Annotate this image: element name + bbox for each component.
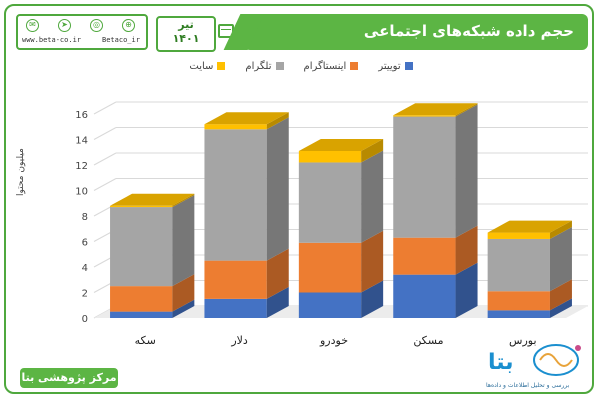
infographic-frame: ✉ ➤ ◎ ⊕ www.beta-co.ir Betaco_ir تیر ۱۴۰… <box>4 4 594 394</box>
social-links-box: ✉ ➤ ◎ ⊕ www.beta-co.ir Betaco_ir <box>16 14 148 50</box>
legend-swatch <box>404 62 413 70</box>
y-tick-label: 0 <box>82 314 88 325</box>
bar-segment <box>204 129 267 261</box>
category-label: سکه <box>135 334 156 347</box>
bar-segment <box>298 292 362 318</box>
bar-segment <box>487 232 550 239</box>
bar-segment <box>110 311 173 318</box>
y-tick-label: 8 <box>82 212 88 223</box>
chart-title: حجم داده شبکه‌های اجتماعی <box>363 22 574 40</box>
logo-subtitle: بررسی و تحلیل اطلاعات و داده‌ها <box>486 382 570 389</box>
bar-segment-side <box>361 230 384 293</box>
bar-segment-side <box>361 280 384 318</box>
chart-plot: 0 2 4 6 8 10 12 14 16 سکه دلار خودرو مسکن بورس <box>75 101 588 347</box>
bar-segment-side <box>549 298 572 318</box>
gridline-diag <box>93 152 117 166</box>
bar-segment <box>487 238 550 292</box>
bar-segment-side <box>266 248 289 299</box>
bar-segment-side <box>172 195 195 287</box>
website-text[interactable]: www.beta-co.ir <box>22 36 82 44</box>
legend-item: تلگرام <box>245 61 284 72</box>
footer-label: مرکز پژوهشی بتا <box>20 368 118 388</box>
bar-top <box>298 138 384 151</box>
legend-swatch <box>217 62 226 70</box>
bar-segment <box>110 207 173 287</box>
bar-segment-side <box>455 103 478 117</box>
bar-segment-side <box>172 193 195 208</box>
bar-segment <box>393 274 456 318</box>
date-box: تیر ۱۴۰۱ <box>156 16 216 52</box>
bar-segment-side <box>455 104 478 238</box>
y-tick-label: 10 <box>75 187 88 198</box>
bar-top <box>204 112 289 125</box>
bar-segment <box>298 150 362 163</box>
bar-segment <box>487 310 550 318</box>
logo-word: بتا <box>488 350 514 375</box>
y-tick-label: 12 <box>75 161 88 172</box>
bar-segment <box>204 298 267 318</box>
date-year: ۱۴۰۱ <box>172 32 200 45</box>
category-label: بورس <box>509 334 536 347</box>
bar-segment-side <box>549 279 572 311</box>
category-label: خودرو <box>319 334 348 347</box>
bar-segment-side <box>266 117 289 261</box>
bar-segment-side <box>361 138 384 163</box>
bar-segment-side <box>455 225 478 275</box>
bar-segment <box>393 115 456 117</box>
bar-top <box>487 220 572 233</box>
logo-brain-icon <box>533 344 581 376</box>
gridline-diag <box>93 127 117 140</box>
bar-segment <box>393 237 456 275</box>
bar-segment <box>487 291 550 311</box>
instagram-icon[interactable]: ◎ <box>90 19 103 32</box>
beta-logo: بتا بررسی و تحلیل اطلاعات و داده‌ها <box>486 338 590 392</box>
bar-segment <box>204 260 267 299</box>
bar-segment-side <box>266 112 289 130</box>
y-tick-label: 14 <box>75 136 88 147</box>
y-tick-label: 6 <box>82 238 88 249</box>
bar-segment-side <box>172 274 195 312</box>
legend-label: اینستاگرام <box>303 61 347 72</box>
bar-segment-side <box>549 220 572 239</box>
legend-item: توییتر <box>378 61 413 72</box>
bar-segment <box>110 286 173 312</box>
bar-top <box>110 193 195 206</box>
bar-segment-side <box>455 262 478 318</box>
mail-icon[interactable]: ✉ <box>26 19 39 32</box>
bar-segment-side <box>549 226 572 292</box>
legend-item: اینستاگرام <box>304 61 359 72</box>
handle-text[interactable]: Betaco_ir <box>102 36 140 44</box>
bar-segment <box>110 205 173 208</box>
bar-segment <box>298 162 362 243</box>
bar-segment <box>204 124 267 130</box>
y-tick-label: 2 <box>82 289 88 300</box>
y-tick-label: 4 <box>82 263 88 274</box>
date-month: تیر <box>178 18 194 31</box>
bar-segment-side <box>266 286 289 318</box>
bar-top <box>393 103 478 116</box>
legend-swatch <box>275 62 284 70</box>
web-icon[interactable]: ⊕ <box>122 19 135 32</box>
category-label: مسکن <box>413 334 443 347</box>
y-tick-label: 16 <box>75 110 88 121</box>
gridline-diag <box>93 101 117 115</box>
legend-item: سایت <box>189 61 226 72</box>
bar-segment-side <box>172 299 195 318</box>
category-label: دلار <box>230 334 248 347</box>
bar-segment-side <box>361 150 384 243</box>
bar-segment <box>298 242 362 293</box>
gridline-diag <box>93 178 117 191</box>
chart-legend: توییتر اینستاگرام تلگرام سایت <box>6 61 592 72</box>
title-bar: حجم داده شبکه‌های اجتماعی <box>223 14 588 50</box>
legend-label: تلگرام <box>245 61 272 72</box>
telegram-icon[interactable]: ➤ <box>58 19 71 32</box>
bar-segment <box>393 116 456 238</box>
legend-label: سایت <box>189 61 214 72</box>
legend-swatch <box>350 62 359 70</box>
legend-label: توییتر <box>378 61 401 72</box>
